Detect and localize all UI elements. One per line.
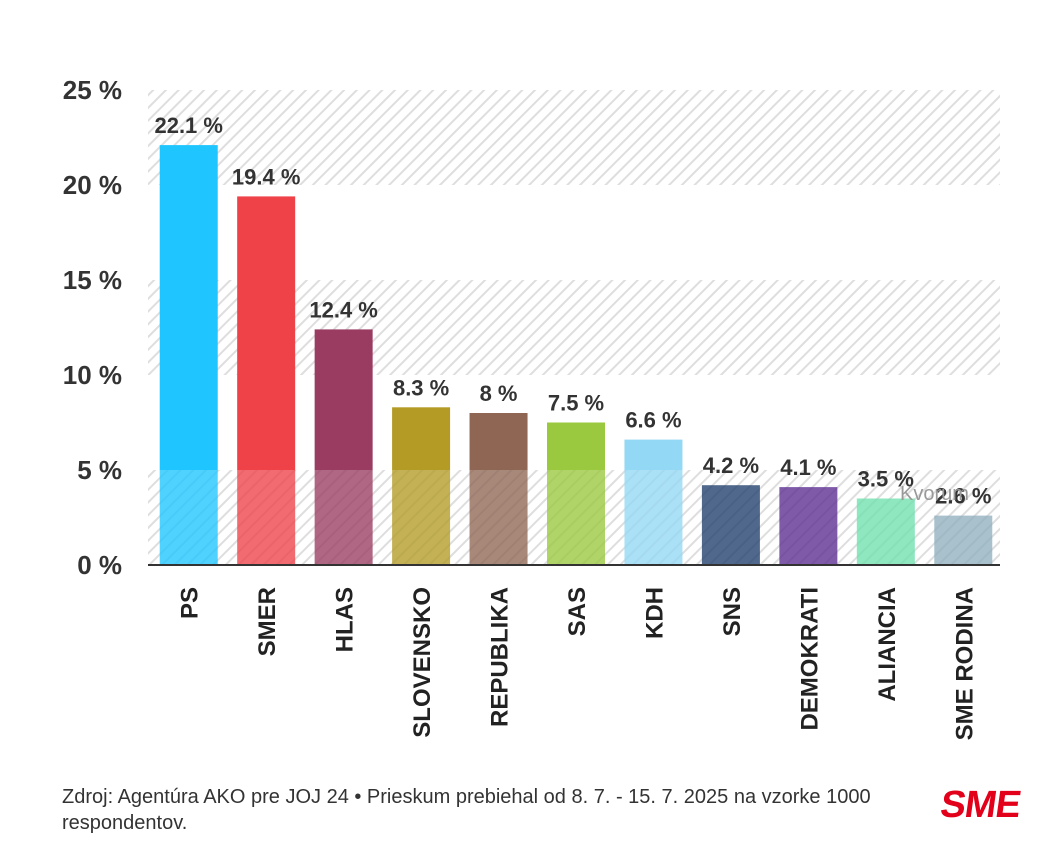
value-labels: 22.1 % 19.4 % 12.4 % 8.3 % 8 % 7.5 % 6.6 % 4.2 … bbox=[154, 113, 991, 509]
x-tick-label: HLAS bbox=[332, 587, 359, 652]
grid-band bbox=[148, 90, 1000, 185]
y-tick-label: 0 % bbox=[77, 550, 122, 580]
x-axis-labels: PS SMER HLAS SLOVENSKO REPUBLIKA SAS KDH SNS DEM… bbox=[177, 587, 979, 740]
x-tick-label: SMER bbox=[254, 587, 281, 656]
bar-chart: 0 % 5 % 10 % 15 % 20 % 25 % 22.1 % 19.4 % 12.4 … bbox=[63, 75, 1000, 740]
bar-value-label: 12.4 % bbox=[309, 297, 378, 322]
grid-band-overlay bbox=[148, 470, 1000, 565]
watermark: Kvorum bbox=[900, 483, 969, 505]
bottom-hatch-overlay bbox=[148, 470, 1000, 565]
bar-value-label: 2.6 % bbox=[935, 484, 991, 509]
bar-value-label: 4.1 % bbox=[780, 455, 836, 480]
x-tick-label: SAS bbox=[564, 587, 591, 636]
bar-value-label: 8 % bbox=[480, 381, 518, 406]
bar-value-label: 4.2 % bbox=[703, 453, 759, 478]
sme-logo: SME bbox=[937, 784, 1024, 826]
bar-value-label: 7.5 % bbox=[548, 391, 604, 416]
x-tick-label: SLOVENSKO bbox=[409, 587, 436, 738]
y-tick-label: 20 % bbox=[63, 170, 122, 200]
source-note: Zdroj: Agentúra AKO pre JOJ 24 • Priesku… bbox=[62, 786, 871, 834]
bar-value-label: 3.5 % bbox=[858, 467, 914, 492]
y-tick-label: 10 % bbox=[63, 360, 122, 390]
x-tick-label: SME RODINA bbox=[951, 587, 978, 740]
y-tick-label: 25 % bbox=[63, 75, 122, 105]
x-tick-label: PS bbox=[177, 587, 204, 619]
y-tick-label: 5 % bbox=[77, 455, 122, 485]
bar-value-label: 8.3 % bbox=[393, 375, 449, 400]
y-axis-ticks: 0 % 5 % 10 % 15 % 20 % 25 % bbox=[63, 75, 122, 580]
x-tick-label: KDH bbox=[641, 587, 668, 639]
x-tick-label: DEMOKRATI bbox=[796, 587, 823, 731]
bar-value-label: 22.1 % bbox=[154, 113, 223, 138]
bar-value-label: 19.4 % bbox=[232, 164, 301, 189]
x-tick-label: REPUBLIKA bbox=[487, 587, 514, 727]
y-tick-label: 15 % bbox=[63, 265, 122, 295]
x-tick-label: ALIANCIA bbox=[874, 587, 901, 702]
x-tick-label: SNS bbox=[719, 587, 746, 636]
bar-value-label: 6.6 % bbox=[625, 408, 681, 433]
